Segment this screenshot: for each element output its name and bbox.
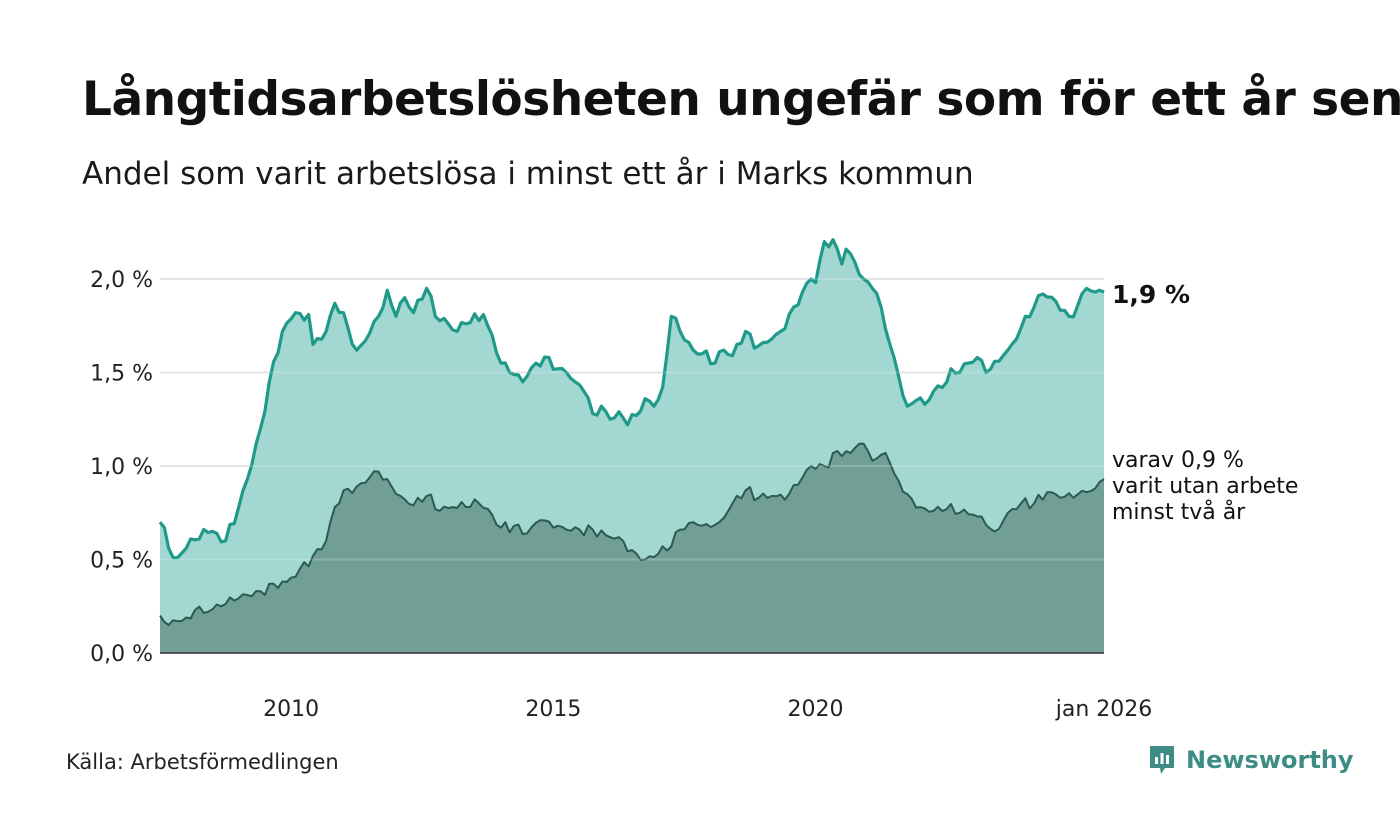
y-tick-label: 0,5 % [90, 549, 153, 574]
x-tick-label: 2010 [263, 697, 319, 722]
x-tick-label: 2020 [788, 697, 844, 722]
brand-name: Newsworthy [1186, 746, 1354, 774]
y-tick-label: 0,0 % [90, 642, 153, 667]
brand-logo[interactable]: Newsworthy [1148, 744, 1354, 776]
series-area-lower [160, 443, 1104, 653]
newsworthy-logo-icon [1150, 746, 1174, 774]
series-line-upper [158, 238, 1105, 560]
source-note: Källa: Arbetsförmedlingen [66, 750, 339, 774]
series-end-label-upper: 1,9 % [1112, 280, 1190, 309]
series-end-label-lower: minst två år [1112, 499, 1246, 525]
x-tick-label: jan 2026 [1055, 697, 1153, 722]
x-tick-label: 2015 [525, 697, 581, 722]
series-line-lower [159, 442, 1105, 626]
y-tick-label: 1,0 % [90, 455, 153, 480]
chart-subtitle: Andel som varit arbetslösa i minst ett å… [82, 156, 974, 192]
y-tick-label: 2,0 % [90, 268, 153, 293]
chart-title: Långtidsarbetslösheten ungefär som för e… [82, 72, 1400, 127]
series-end-label-lower: varit utan arbete [1112, 474, 1298, 499]
y-tick-label: 1,5 % [90, 362, 153, 387]
series-end-label-lower: varav 0,9 % [1112, 448, 1244, 473]
